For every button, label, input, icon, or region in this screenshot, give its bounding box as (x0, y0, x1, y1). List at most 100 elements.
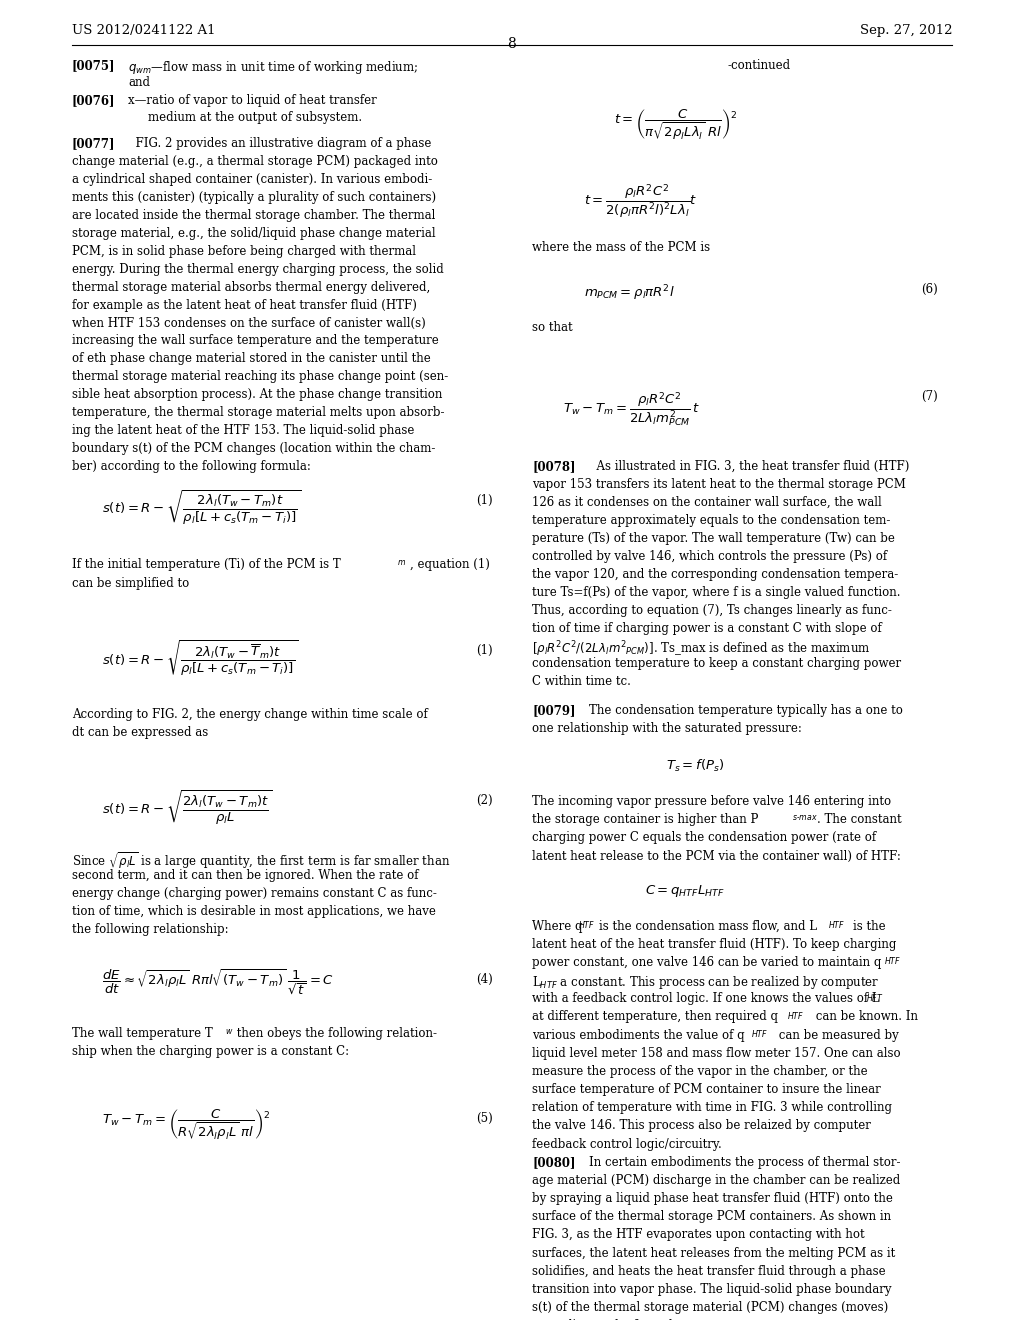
Text: [0075]: [0075] (72, 59, 115, 71)
Text: Since $\sqrt{\rho_l L}$ is a large quantity, the first term is far smaller than: Since $\sqrt{\rho_l L}$ is a large quant… (72, 850, 450, 871)
Text: latent heat of the heat transfer fluid (HTF). To keep charging: latent heat of the heat transfer fluid (… (532, 939, 897, 950)
Text: $T_s = f(P_s)$: $T_s = f(P_s)$ (666, 758, 724, 774)
Text: [0077]: [0077] (72, 137, 115, 150)
Text: second term, and it can then be ignored. When the rate of: second term, and it can then be ignored.… (72, 869, 418, 882)
Text: US 2012/0241122 A1: US 2012/0241122 A1 (72, 24, 215, 37)
Text: $s(t) = R - \sqrt{\dfrac{2\lambda_l(T_w - \overline{T}_m)t}{\rho_l[L + c_s(T_m -: $s(t) = R - \sqrt{\dfrac{2\lambda_l(T_w … (102, 639, 299, 677)
Text: [0076]: [0076] (72, 94, 115, 107)
Text: $q_{wm}$—flow mass in unit time of working medium;: $q_{wm}$—flow mass in unit time of worki… (128, 59, 419, 75)
Text: $C = q_{HTF} L_{HTF}$: $C = q_{HTF} L_{HTF}$ (645, 883, 725, 899)
Text: ments this (canister) (typically a plurality of such containers): ments this (canister) (typically a plura… (72, 191, 436, 203)
Text: the valve 146. This process also be relaized by computer: the valve 146. This process also be rela… (532, 1119, 871, 1133)
Text: can be known. In: can be known. In (812, 1010, 919, 1023)
Text: The wall temperature T: The wall temperature T (72, 1027, 212, 1040)
Text: various embodiments the value of q: various embodiments the value of q (532, 1028, 745, 1041)
Text: power constant, one valve 146 can be varied to maintain q: power constant, one valve 146 can be var… (532, 956, 882, 969)
Text: Sep. 27, 2012: Sep. 27, 2012 (860, 24, 952, 37)
Text: dt can be expressed as: dt can be expressed as (72, 726, 208, 739)
Text: [0079]: [0079] (532, 704, 575, 717)
Text: As illustrated in FIG. 3, the heat transfer fluid (HTF): As illustrated in FIG. 3, the heat trans… (589, 459, 909, 473)
Text: $_{HTF}$: $_{HTF}$ (578, 920, 595, 932)
Text: $_w$: $_w$ (225, 1027, 233, 1036)
Text: ture Ts=f(Ps) of the vapor, where f is a single valued function.: ture Ts=f(Ps) of the vapor, where f is a… (532, 586, 901, 598)
Text: ing the latent heat of the HTF 153. The liquid-solid phase: ing the latent heat of the HTF 153. The … (72, 424, 414, 437)
Text: a cylindrical shaped container (canister). In various embodi-: a cylindrical shaped container (canister… (72, 173, 432, 186)
Text: feedback control logic/circuitry.: feedback control logic/circuitry. (532, 1138, 722, 1151)
Text: are located inside the thermal storage chamber. The thermal: are located inside the thermal storage c… (72, 209, 435, 222)
Text: 8: 8 (508, 37, 516, 51)
Text: ber) according to the following formula:: ber) according to the following formula: (72, 461, 310, 474)
Text: -continued: -continued (727, 59, 791, 71)
Text: the following relationship:: the following relationship: (72, 923, 228, 936)
Text: of eth phase change material stored in the canister until the: of eth phase change material stored in t… (72, 352, 430, 366)
Text: x—ratio of vapor to liquid of heat transfer: x—ratio of vapor to liquid of heat trans… (128, 94, 377, 107)
Text: Thus, according to equation (7), Ts changes linearly as func-: Thus, according to equation (7), Ts chan… (532, 603, 892, 616)
Text: tion of time if charging power is a constant C with slope of: tion of time if charging power is a cons… (532, 622, 883, 635)
Text: temperature, the thermal storage material melts upon absorb-: temperature, the thermal storage materia… (72, 407, 444, 420)
Text: According to FIG. 2, the energy change within time scale of: According to FIG. 2, the energy change w… (72, 708, 427, 721)
Text: is the condensation mass flow, and L: is the condensation mass flow, and L (599, 920, 817, 933)
Text: (4): (4) (476, 973, 493, 986)
Text: $_{HTF}$: $_{HTF}$ (787, 1010, 805, 1023)
Text: energy. During the thermal energy charging process, the solid: energy. During the thermal energy chargi… (72, 263, 443, 276)
Text: for example as the latent heat of heat transfer fluid (HTF): for example as the latent heat of heat t… (72, 298, 417, 312)
Text: [$\rho_l R^2C^2/(2L\lambda_l m^2{}_{PCM})$]. Ts_max is defined as the maximum: [$\rho_l R^2C^2/(2L\lambda_l m^2{}_{PCM}… (532, 639, 871, 659)
Text: temperature approximately equals to the condensation tem-: temperature approximately equals to the … (532, 513, 891, 527)
Text: at different temperature, then required q: at different temperature, then required … (532, 1010, 778, 1023)
Text: C within time tc.: C within time tc. (532, 676, 632, 689)
Text: and: and (128, 77, 150, 88)
Text: condensation temperature to keep a constant charging power: condensation temperature to keep a const… (532, 657, 901, 671)
Text: s(t) of the thermal storage material (PCM) changes (moves): s(t) of the thermal storage material (PC… (532, 1302, 889, 1315)
Text: 126 as it condenses on the container wall surface, the wall: 126 as it condenses on the container wal… (532, 496, 883, 508)
Text: Where q: Where q (532, 920, 583, 933)
Text: If the initial temperature (Ti) of the PCM is T: If the initial temperature (Ti) of the P… (72, 558, 340, 572)
Text: charging power C equals the condensation power (rate of: charging power C equals the condensation… (532, 832, 877, 845)
Text: age material (PCM) discharge in the chamber can be realized: age material (PCM) discharge in the cham… (532, 1173, 901, 1187)
Text: The incoming vapor pressure before valve 146 entering into: The incoming vapor pressure before valve… (532, 795, 892, 808)
Text: storage material, e.g., the solid/liquid phase change material: storage material, e.g., the solid/liquid… (72, 227, 435, 240)
Text: surfaces, the latent heat releases from the melting PCM as it: surfaces, the latent heat releases from … (532, 1246, 896, 1259)
Text: surface of the thermal storage PCM containers. As shown in: surface of the thermal storage PCM conta… (532, 1210, 892, 1224)
Text: (1): (1) (476, 644, 493, 657)
Text: PCM, is in solid phase before being charged with thermal: PCM, is in solid phase before being char… (72, 244, 416, 257)
Text: , equation (1): , equation (1) (410, 558, 489, 572)
Text: $t = \dfrac{\rho_l R^2 C^2}{2(\rho_l \pi R^2 l)^2 L\lambda_l} t$: $t = \dfrac{\rho_l R^2 C^2}{2(\rho_l \pi… (584, 182, 697, 219)
Text: $_{HFT}$: $_{HFT}$ (866, 993, 884, 1005)
Text: In certain embodiments the process of thermal stor-: In certain embodiments the process of th… (589, 1156, 900, 1168)
Text: transition into vapor phase. The liquid-solid phase boundary: transition into vapor phase. The liquid-… (532, 1283, 892, 1296)
Text: . The constant: . The constant (817, 813, 902, 826)
Text: where the mass of the PCM is: where the mass of the PCM is (532, 240, 711, 253)
Text: energy change (charging power) remains constant C as func-: energy change (charging power) remains c… (72, 887, 436, 900)
Text: $_{HTF}$: $_{HTF}$ (884, 956, 901, 969)
Text: thermal storage material reaching its phase change point (sen-: thermal storage material reaching its ph… (72, 371, 447, 383)
Text: FIG. 2 provides an illustrative diagram of a phase: FIG. 2 provides an illustrative diagram … (128, 137, 431, 150)
Text: $T_w - T_m = \dfrac{\rho_l R^2 C^2}{2L\lambda_l m^2_{PCM}}\, t$: $T_w - T_m = \dfrac{\rho_l R^2 C^2}{2L\l… (563, 391, 700, 429)
Text: by spraying a liquid phase heat transfer fluid (HTF) onto the: by spraying a liquid phase heat transfer… (532, 1192, 893, 1205)
Text: perature (Ts) of the vapor. The wall temperature (Tw) can be: perature (Ts) of the vapor. The wall tem… (532, 532, 895, 545)
Text: $s(t) = R - \sqrt{\dfrac{2\lambda_l(T_w - T_m)t}{\rho_l[L + c_s(T_m - T_i)]}}$: $s(t) = R - \sqrt{\dfrac{2\lambda_l(T_w … (102, 488, 301, 527)
Text: $_{HTF}$: $_{HTF}$ (828, 920, 846, 932)
Text: FIG. 3, as the HTF evaporates upon contacting with hot: FIG. 3, as the HTF evaporates upon conta… (532, 1229, 865, 1242)
Text: the vapor 120, and the corresponding condensation tempera-: the vapor 120, and the corresponding con… (532, 568, 899, 581)
Text: measure the process of the vapor in the chamber, or the: measure the process of the vapor in the … (532, 1065, 868, 1078)
Text: $_{s\text{-}max}$: $_{s\text{-}max}$ (792, 813, 817, 824)
Text: can be simplified to: can be simplified to (72, 577, 189, 590)
Text: with a feedback control logic. If one knows the values of L: with a feedback control logic. If one kn… (532, 993, 880, 1005)
Text: boundary s(t) of the PCM changes (location within the cham-: boundary s(t) of the PCM changes (locati… (72, 442, 435, 455)
Text: (5): (5) (476, 1113, 493, 1126)
Text: one relationship with the saturated pressure:: one relationship with the saturated pres… (532, 722, 803, 735)
Text: The condensation temperature typically has a one to: The condensation temperature typically h… (589, 704, 903, 717)
Text: (6): (6) (922, 284, 938, 297)
Text: $_{HTF}$: $_{HTF}$ (751, 1028, 768, 1041)
Text: $T_w - T_m = \left(\dfrac{C}{R\sqrt{2\lambda_l \rho_l L}\; \pi l}\right)^2$: $T_w - T_m = \left(\dfrac{C}{R\sqrt{2\la… (102, 1107, 271, 1142)
Text: vapor 153 transfers its latent heat to the thermal storage PCM: vapor 153 transfers its latent heat to t… (532, 478, 906, 491)
Text: controlled by valve 146, which controls the pressure (Ps) of: controlled by valve 146, which controls … (532, 549, 888, 562)
Text: solidifies, and heats the heat transfer fluid through a phase: solidifies, and heats the heat transfer … (532, 1265, 886, 1278)
Text: surface temperature of PCM container to insure the linear: surface temperature of PCM container to … (532, 1082, 882, 1096)
Text: (2): (2) (476, 793, 493, 807)
Text: relation of temperature with time in FIG. 3 while controlling: relation of temperature with time in FIG… (532, 1101, 893, 1114)
Text: $_{m}$: $_{m}$ (397, 558, 407, 569)
Text: when HTF 153 condenses on the surface of canister wall(s): when HTF 153 condenses on the surface of… (72, 317, 425, 330)
Text: sible heat absorption process). At the phase change transition: sible heat absorption process). At the p… (72, 388, 442, 401)
Text: L$_{HTF}$ a constant. This process can be realized by computer: L$_{HTF}$ a constant. This process can b… (532, 974, 880, 991)
